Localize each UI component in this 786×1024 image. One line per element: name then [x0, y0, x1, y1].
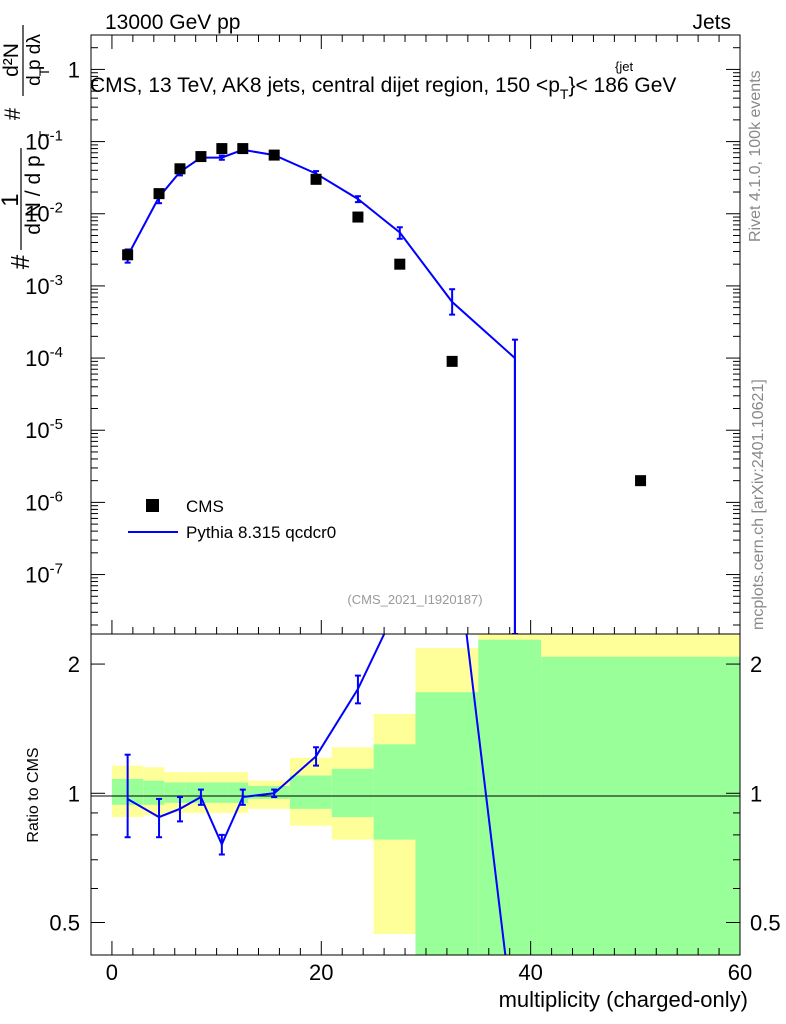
svg-text:d N / d p: d N / d p [22, 155, 45, 234]
ratio-uncertainty-band-inner [164, 782, 186, 803]
svg-text:#: # [0, 107, 25, 120]
legend: CMS Pythia 8.315 qcdcr0 [128, 497, 336, 542]
cms-data-point [635, 475, 647, 487]
main-plot-frame [90, 34, 741, 635]
ratio-uncertainty-band-inner [541, 656, 740, 955]
x-axis-label: multiplicity (charged-only) [499, 987, 748, 1012]
cms-data-point [446, 355, 458, 367]
x-tick-label: 60 [728, 960, 752, 985]
svg-text:T: T [36, 130, 52, 139]
main-plot-panel: 1 10-1 10-2 10-3 10-4 10-5 10-6 10-7 CMS, 13 Te… [0, 25, 741, 635]
y-tick-label: 10-2 [25, 200, 63, 227]
ratio-uncertainty-band-inner [227, 782, 249, 803]
x-tick-label: 0 [106, 960, 118, 985]
cms-data-point [352, 211, 364, 223]
cms-data-point [394, 258, 406, 270]
rivet-version-label: Rivet 4.1.0, 100k events [747, 70, 764, 242]
svg-text:T: T [36, 67, 52, 76]
cms-data-point [268, 149, 280, 161]
y-tick-label: 10-1 [25, 128, 63, 155]
ratio-uncertainty-band-inner [478, 639, 542, 955]
legend-cms-label: CMS [186, 497, 224, 516]
ratio-uncertainty-band-inner [331, 768, 374, 818]
legend-cms-marker [146, 499, 159, 512]
svg-text:1: 1 [0, 193, 24, 206]
svg-text:d²N: d²N [0, 43, 23, 77]
x-tick-label: 20 [309, 960, 333, 985]
ratio-plot-panel: 0.5 0.51 12 20 20 40 60 Ratio to CMS multiplic… [25, 633, 781, 1012]
ratio-y-tick-label-right: 2 [750, 652, 762, 677]
cms-data-point [122, 249, 134, 261]
x-tick-label: 40 [518, 960, 542, 985]
header-right-label: Jets [692, 11, 731, 34]
y-tick-label: 10-3 [25, 272, 63, 299]
plot-title: CMS, 13 TeV, AK8 jets, central dijet reg… [90, 74, 676, 102]
ratio-uncertainty-band-inner [373, 744, 416, 840]
ratio-pythia-tail-line [465, 634, 507, 955]
mcplots-label: mcplots.cern.ch [arXiv:2401.10621] [750, 379, 767, 630]
cms-data-point [310, 173, 322, 185]
cms-data-point [195, 151, 207, 163]
ratio-y-tick-label-left: 0.5 [49, 910, 80, 935]
ratio-pythia-line [127, 634, 386, 847]
y-tick-label: 1 [68, 57, 80, 82]
header-left-label: 13000 GeV pp [105, 11, 240, 34]
ratio-y-axis-label: Ratio to CMS [25, 747, 42, 842]
analysis-id-watermark: (CMS_2021_I1920187) [347, 592, 482, 607]
svg-text:d p dλ: d p dλ [24, 34, 45, 86]
y-tick-label: 10-6 [25, 488, 63, 515]
ratio-uncertainty-band-inner [206, 782, 228, 803]
ratio-y-tick-label-left: 2 [68, 652, 80, 677]
y-tick-label: 10-7 [25, 561, 63, 588]
plot-title-superscript: {jet [615, 59, 633, 74]
ratio-y-tick-label-right: 0.5 [750, 910, 781, 935]
y-tick-label: 10-5 [25, 416, 63, 443]
legend-pythia-label: Pythia 8.315 qcdcr0 [186, 523, 336, 542]
ratio-uncertainty-band-inner [289, 775, 332, 809]
cms-data-point [153, 188, 165, 200]
ratio-y-tick-label-right: 1 [750, 781, 762, 806]
cms-data-point [237, 143, 249, 155]
ratio-uncertainty-band-inner [248, 785, 290, 799]
main-y-axis-label: # 1 d N / d p T # d²N d p dλ T [0, 25, 52, 269]
ratio-uncertainty-band-inner [415, 692, 479, 955]
y-tick-label: 10-4 [25, 344, 63, 371]
svg-text:#: # [5, 254, 35, 269]
ratio-plot-frame [90, 633, 741, 956]
ratio-y-tick-label-left: 1 [68, 781, 80, 806]
cms-data-point [216, 143, 228, 155]
ratio-uncertainty-band-inner [143, 780, 165, 805]
cms-data-point [174, 163, 186, 175]
pythia-line [126, 148, 516, 634]
